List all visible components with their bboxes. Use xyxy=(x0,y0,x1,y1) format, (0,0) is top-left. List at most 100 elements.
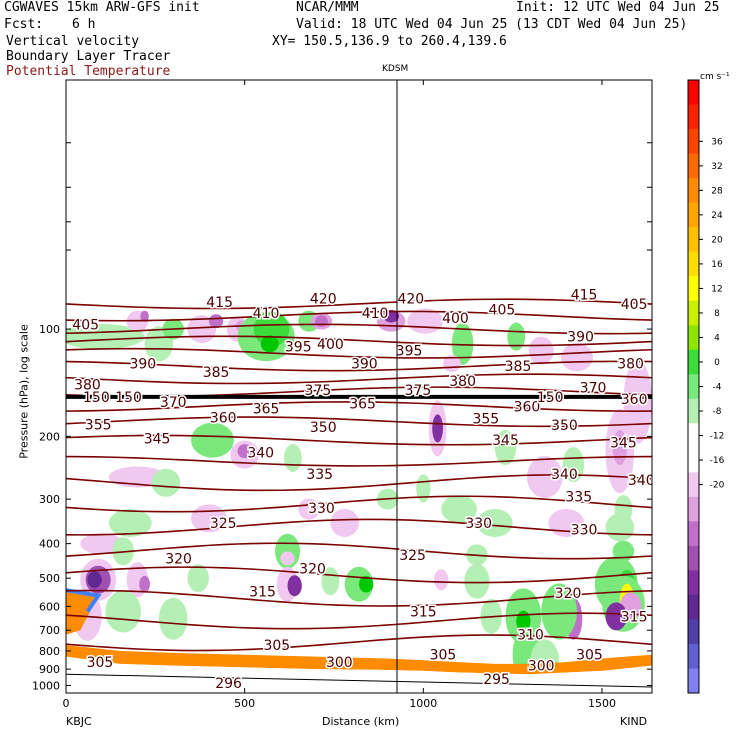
theta-label: 420 xyxy=(397,291,424,307)
velocity-contour xyxy=(139,575,150,593)
theta-label: 410 xyxy=(362,306,389,322)
colorbar-swatch xyxy=(688,178,699,204)
theta-isentrope xyxy=(66,298,652,310)
theta-isentrope xyxy=(66,474,652,492)
theta-label: 310 xyxy=(517,628,544,644)
velocity-contour xyxy=(87,571,102,589)
colorbar-label: -20 xyxy=(710,481,725,491)
velocity-contour xyxy=(330,508,359,537)
theta-label: 340 xyxy=(628,473,655,489)
theta-label: 305 xyxy=(87,655,114,671)
velocity-contour xyxy=(623,359,652,444)
theta-label: 340 xyxy=(247,446,274,462)
valid-time: Valid: 18 UTC Wed 04 Jun 25 (13 CDT Wed … xyxy=(296,17,688,32)
theta-label: 350 xyxy=(310,420,337,436)
theta-label: 315 xyxy=(621,609,648,625)
theta-label: 380 xyxy=(449,374,476,390)
colorbar-swatch xyxy=(688,545,699,571)
theta-label: 365 xyxy=(349,397,376,413)
velocity-contour xyxy=(494,430,517,466)
colorbar-label: 0 xyxy=(714,358,720,368)
theta-label: 150 xyxy=(83,390,110,406)
theta-label: 400 xyxy=(317,337,344,353)
theta-label: 325 xyxy=(399,548,426,564)
theta-isentrope xyxy=(66,518,652,536)
theta-isentrope xyxy=(66,434,652,446)
velocity-contour xyxy=(140,310,149,322)
theta-label: 380 xyxy=(617,357,644,373)
velocity-contour xyxy=(187,564,209,593)
theta-label: 345 xyxy=(144,432,171,448)
field-potential-temperature: Potential Temperature xyxy=(6,64,171,79)
theta-label: 360 xyxy=(621,392,648,408)
theta-label: 320 xyxy=(165,551,192,567)
model-title: CGWAVES 15km ARW-GFS init xyxy=(4,0,200,15)
theta-label: 390 xyxy=(567,330,594,346)
theta-label: 335 xyxy=(306,467,333,483)
x-tick-label: 1500 xyxy=(588,697,616,710)
colorbar-swatch xyxy=(688,300,699,326)
field-vertical-velocity: Vertical velocity xyxy=(6,34,140,49)
velocity-contour xyxy=(507,322,526,351)
theta-label: 395 xyxy=(396,344,423,360)
colorbar-label: 36 xyxy=(711,137,723,147)
velocity-contour xyxy=(66,324,145,350)
velocity-contour xyxy=(464,563,490,599)
velocity-contour xyxy=(108,508,152,537)
theta-label: 410 xyxy=(253,306,280,322)
theta-label: 295 xyxy=(483,672,510,688)
colorbar-swatch xyxy=(688,227,699,253)
theta-isentrope xyxy=(66,566,652,584)
theta-label: 380 xyxy=(74,377,101,393)
theta-label: 370 xyxy=(160,395,187,411)
theta-label: 345 xyxy=(492,433,519,449)
velocity-contour xyxy=(260,335,279,353)
theta-isentrope xyxy=(66,360,652,372)
colorbar-swatch xyxy=(688,80,699,106)
theta-label: 420 xyxy=(310,291,337,307)
y-tick-label: 400 xyxy=(39,538,60,551)
colorbar-swatch xyxy=(688,570,699,596)
x-tick-label: 1000 xyxy=(409,697,437,710)
theta-label: 315 xyxy=(410,604,437,620)
plot-frame xyxy=(65,79,653,694)
x-tick-label: 0 xyxy=(63,697,70,710)
forecast-value: 6 h xyxy=(72,17,96,32)
theta-label: 360 xyxy=(210,410,237,426)
x-axis-title: Distance (km) xyxy=(322,715,400,728)
velocity-contour xyxy=(441,495,477,524)
velocity-contour xyxy=(80,533,124,555)
colorbar-swatch xyxy=(688,325,699,351)
boundary-layer-tracer xyxy=(66,644,652,675)
theta-label: 150 xyxy=(537,390,564,406)
colorbar-swatch xyxy=(688,423,699,449)
colorbar-swatch xyxy=(688,202,699,228)
theta-label: 355 xyxy=(472,411,499,427)
theta-isentrope xyxy=(66,310,652,322)
tracer-plume-west xyxy=(66,590,99,635)
plot-field: 415 410 420 410 420 400 405 415 405 405 395 400 390 3… xyxy=(66,286,655,693)
velocity-contour xyxy=(560,343,594,372)
theta-label: 305 xyxy=(576,648,603,664)
colorbar-swatch xyxy=(688,104,699,130)
colorbar-swatch xyxy=(688,398,699,424)
theta-label: 400 xyxy=(442,311,469,327)
colorbar-swatch xyxy=(688,349,699,375)
velocity-contour xyxy=(280,551,295,566)
colorbar-swatch xyxy=(688,496,699,522)
forecast-label: Fcst: xyxy=(4,17,44,32)
velocity-contour xyxy=(105,590,142,633)
colorbar-swatch xyxy=(688,594,699,620)
colorbar-label: 12 xyxy=(711,284,722,294)
theta-label: 415 xyxy=(206,295,233,311)
colorbar-swatch xyxy=(688,643,699,669)
theta-label: 296 xyxy=(215,676,242,692)
organization-label: NCAR/MMM xyxy=(296,0,359,15)
velocity-contour xyxy=(191,422,234,458)
colorbar-swatch xyxy=(688,472,699,498)
theta-label: 305 xyxy=(430,648,457,664)
theta-isentrope xyxy=(66,542,652,560)
theta-label: 330 xyxy=(308,501,335,517)
theta-label: 345 xyxy=(610,435,637,451)
colorbar-swatch xyxy=(688,276,699,302)
